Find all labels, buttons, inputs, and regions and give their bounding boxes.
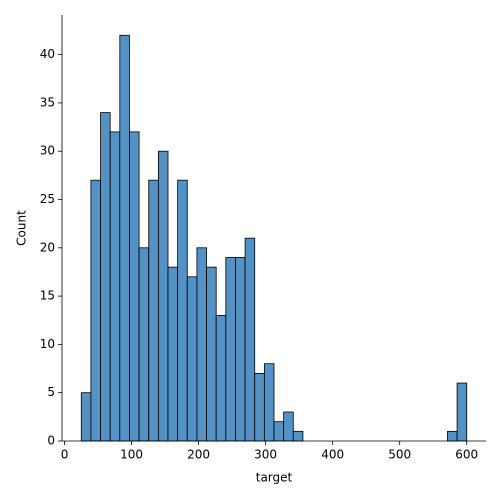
- y-tick-label: 30: [40, 144, 55, 158]
- bar: [80, 392, 92, 442]
- y-tick-label: 0: [47, 434, 55, 448]
- bar: [292, 430, 304, 442]
- y-tick-label: 5: [47, 385, 55, 399]
- bar: [283, 411, 294, 442]
- bar: [273, 421, 285, 442]
- bar: [456, 382, 468, 442]
- bar: [206, 266, 217, 442]
- bar: [177, 179, 188, 442]
- y-tick-label: 15: [40, 289, 55, 303]
- bar: [100, 112, 111, 442]
- y-tick-label: 10: [40, 337, 55, 351]
- bar: [254, 372, 265, 442]
- y-tick-label: 20: [40, 240, 55, 254]
- bar: [447, 430, 458, 442]
- bar: [225, 257, 236, 442]
- y-tick-label: 40: [40, 47, 55, 61]
- x-tick-label: 0: [61, 448, 69, 462]
- y-tick-label: 35: [40, 95, 55, 109]
- bar: [148, 179, 159, 442]
- bar: [138, 247, 150, 442]
- bar: [157, 150, 169, 442]
- x-tick-label: 200: [187, 448, 210, 462]
- x-tick-label: 400: [321, 448, 344, 462]
- bar: [90, 179, 101, 442]
- x-tick-label: 100: [120, 448, 143, 462]
- x-axis-label: target: [256, 471, 293, 485]
- bar: [119, 34, 130, 442]
- y-axis-label: Count: [15, 210, 29, 246]
- bar: [235, 257, 246, 442]
- x-tick-label: 300: [254, 448, 277, 462]
- bar: [263, 363, 275, 442]
- bar: [196, 247, 207, 442]
- bar: [215, 315, 227, 442]
- x-tick-label: 600: [455, 448, 478, 462]
- bar: [244, 237, 256, 442]
- y-tick-label: 25: [40, 192, 55, 206]
- bar: [129, 131, 140, 442]
- bar: [186, 276, 198, 442]
- bar: [109, 131, 121, 442]
- bar: [167, 266, 179, 442]
- x-tick-label: 500: [388, 448, 411, 462]
